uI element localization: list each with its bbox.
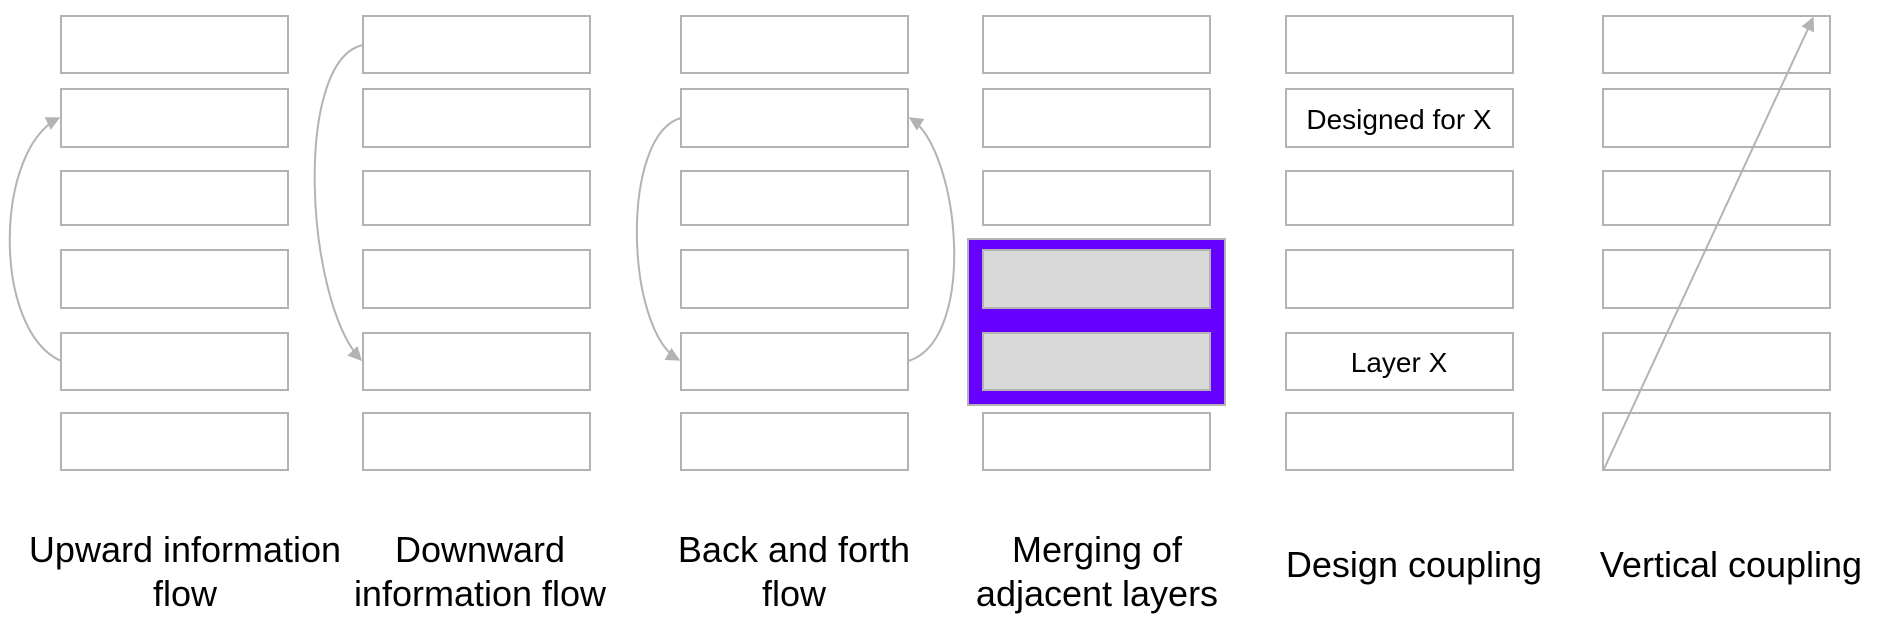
layer-box (1602, 170, 1831, 226)
layer-box (680, 412, 909, 471)
back-forth-flow-panel: Back and forth flow (635, 15, 956, 614)
layer-box (60, 15, 289, 74)
layer-box (982, 15, 1211, 74)
merging-caption-line1: Merging of (1012, 529, 1183, 570)
layer-box (1285, 170, 1514, 226)
back-forth-caption-line1: Back and forth (678, 529, 910, 570)
vertical-coupling-panel: Vertical coupling (1600, 15, 1862, 585)
layer-box (982, 88, 1211, 148)
merging-panel: Merging of adjacent layers (967, 15, 1226, 614)
vertical-coupling-caption: Vertical coupling (1600, 544, 1862, 585)
layer-box (1602, 249, 1831, 309)
layer-box (1602, 88, 1831, 148)
layer-box (1285, 15, 1514, 74)
layer-box (60, 249, 289, 309)
layer-box (1602, 15, 1831, 74)
layer-box (680, 88, 909, 148)
downward-caption-line2: information flow (354, 573, 607, 614)
layer-box (60, 170, 289, 226)
designed-for-x-box (1285, 88, 1514, 148)
layer-box (680, 15, 909, 74)
downward-caption-line1: Downward (395, 529, 565, 570)
downward-flow-arrow (635, 117, 682, 361)
back-forth-caption-line2: flow (762, 573, 827, 614)
layer-box (60, 332, 289, 391)
vertical-coupling-arrow (1603, 16, 1815, 470)
downward-flow-panel: Downward information flow (313, 15, 607, 614)
downward-flow-arrow (313, 44, 364, 362)
layer-box (362, 88, 591, 148)
layer-box (982, 412, 1211, 471)
upward-caption-line1: Upward information (29, 529, 341, 570)
design-coupling-caption: Design coupling (1286, 544, 1542, 585)
layer-box (680, 249, 909, 309)
upward-flow-panel: Upward information flow (8, 15, 341, 614)
design-coupling-panel: Designed for X Layer X Design coupling (1285, 15, 1542, 585)
layer-box (362, 15, 591, 74)
layer-box (60, 412, 289, 471)
designed-for-x-label: Designed for X (1306, 104, 1492, 135)
layer-box (1285, 412, 1514, 471)
layer-box (362, 170, 591, 226)
upward-flow-arrow (8, 117, 62, 362)
upward-flow-arrow (907, 117, 956, 362)
merged-layer-box (982, 332, 1211, 391)
layer-box (362, 249, 591, 309)
layer-box (982, 170, 1211, 226)
layer-box (362, 412, 591, 471)
layer-box (1602, 332, 1831, 391)
layer-box (1285, 249, 1514, 309)
layer-x-label: Layer X (1351, 347, 1448, 378)
layer-box (1602, 412, 1831, 471)
merged-layer-box (982, 249, 1211, 309)
merging-caption-line2: adjacent layers (976, 573, 1218, 614)
layer-box (680, 332, 909, 391)
layer-box (680, 170, 909, 226)
layer-box (362, 332, 591, 391)
upward-caption-line2: flow (153, 573, 218, 614)
layer-box (60, 88, 289, 148)
layer-x-box (1285, 332, 1514, 391)
